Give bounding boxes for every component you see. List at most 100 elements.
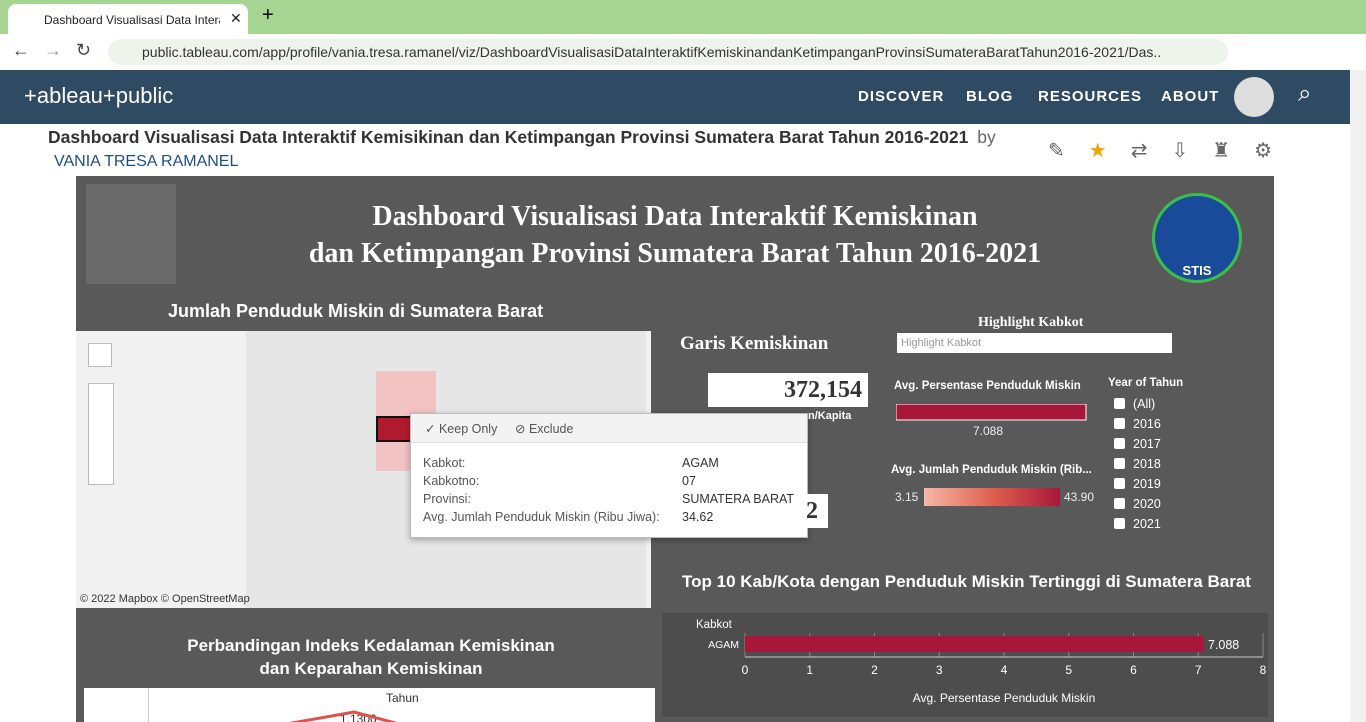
search[interactable]: ⌕ — [1298, 80, 1312, 107]
value-label: 7.088 — [1208, 638, 1239, 652]
year-option[interactable]: (All) — [1114, 397, 1155, 411]
x-tick-label: 0 — [742, 663, 749, 677]
dashboard-title: Dashboard Visualisasi Data Interaktif Ke… — [76, 198, 1274, 272]
checkbox — [1114, 438, 1125, 449]
year-option[interactable]: 2016 — [1114, 417, 1161, 431]
viz-title: Dashboard Visualisasi Data Interaktif Ke… — [48, 127, 996, 148]
x-tick-label: 3 — [936, 663, 943, 677]
back[interactable]: ← — [12, 40, 30, 60]
year-option[interactable]: 2018 — [1114, 457, 1161, 471]
poverty-line-value: 372,154 — [708, 373, 868, 407]
line — [289, 710, 398, 722]
x-tick-label: 7 — [1195, 663, 1202, 677]
bottom-chart-title: Perbandingan Indeks Kedalaman Kemiskinan… — [76, 634, 666, 680]
checkbox — [1114, 458, 1125, 469]
author-link[interactable]: VANIA TRESA RAMANEL — [54, 153, 239, 170]
year-option[interactable]: 2019 — [1114, 477, 1161, 491]
year-option[interactable]: 2017 — [1114, 437, 1161, 451]
new-tab[interactable]: + — [262, 4, 274, 26]
keep-only[interactable]: ✓ Keep Only — [425, 422, 498, 436]
avg-pct-bar — [896, 404, 1087, 421]
left-logo — [86, 184, 176, 284]
tab-title: Dashboard Visualisasi Data Intera — [44, 13, 220, 27]
logo[interactable]: +ableau+public — [24, 83, 174, 108]
nav-link[interactable]: DISCOVER — [858, 88, 945, 105]
field-label: Kabkotno: — [423, 474, 480, 488]
attribution: © 2022 Mapbox © OpenStreetMap — [80, 593, 250, 605]
bottom-title-line: dan Keparahan Kemiskinan — [259, 659, 483, 678]
field-value: 07 — [682, 474, 696, 488]
year-option[interactable]: 2020 — [1114, 497, 1161, 511]
x-tick-label: 8 — [1260, 663, 1267, 677]
dashboard: Dashboard Visualisasi Data Interaktif Ke… — [76, 176, 1274, 722]
tab-bar: Dashboard Visualisasi Data Intera ✕ + — [0, 0, 1366, 34]
stis-logo: STIS — [1152, 193, 1242, 283]
year-label: 2018 — [1133, 457, 1161, 471]
x-tick-label: 6 — [1130, 663, 1137, 677]
plot-bg — [662, 613, 1268, 717]
year-label: 2021 — [1133, 517, 1161, 531]
title-line: dan Ketimpangan Provinsi Sumatera Barat … — [308, 238, 1042, 269]
exclude-label: Exclude — [528, 422, 574, 436]
field-label: Kabkot: — [423, 456, 466, 470]
avg-pct-chart — [896, 404, 1087, 421]
tooltip: ✓ Keep Only ⊘ Exclude Kabkot: AGAM Kabkotn… — [410, 413, 808, 538]
legend-title: Avg. Jumlah Penduduk Miskin (Rib... — [891, 464, 1092, 476]
avatar[interactable] — [1234, 77, 1274, 117]
year-label: 2016 — [1133, 417, 1161, 431]
field-value: 34.62 — [682, 510, 714, 524]
scrollbar[interactable] — [1350, 70, 1366, 722]
highlight-input[interactable]: Highlight Kabkot — [897, 333, 1172, 353]
map-controls[interactable] — [88, 383, 114, 485]
map-title: Jumlah Penduduk Miskin di Sumatera Barat — [168, 301, 544, 321]
x-tick-label: 2 — [871, 663, 878, 677]
year-filter-title: Year of Tahun — [1108, 377, 1184, 389]
close-tab[interactable]: ✕ — [230, 10, 242, 26]
site-nav: +ableau+public DISCOVER BLOG RESOURCES ABOU… — [0, 70, 1350, 124]
hidden-value: 2 — [806, 494, 828, 528]
category-header: Kabkot — [696, 619, 733, 631]
line-fragment — [289, 710, 398, 722]
checkbox — [1114, 518, 1125, 529]
address-row: ← → ↻ public.tableau.com/app/profile/van… — [0, 34, 1366, 71]
year-label: (All) — [1133, 397, 1156, 411]
tab[interactable]: Dashboard Visualisasi Data Intera ✕ — [8, 4, 248, 34]
exclude[interactable]: ⊘ Exclude — [515, 422, 574, 436]
nav-link[interactable]: ABOUT — [1161, 88, 1220, 105]
forward[interactable]: → — [44, 40, 62, 60]
category-label: AGAM — [708, 639, 739, 651]
selected-region[interactable] — [376, 416, 412, 442]
reload[interactable]: ↻ — [76, 40, 92, 60]
title-line: Dashboard Visualisasi Data Interaktif Ke… — [372, 201, 978, 232]
year-label: 2020 — [1133, 497, 1161, 511]
year-label: 2017 — [1133, 437, 1161, 451]
x-tick-label: 1 — [806, 663, 813, 677]
year-option[interactable]: 2021 — [1114, 517, 1161, 531]
divider — [148, 688, 149, 722]
viz-toolbar[interactable]: ✎★⇄⇩♜⚙ — [1048, 140, 1297, 162]
column-header: Tahun — [386, 691, 419, 705]
bar — [745, 636, 1204, 652]
nav-link[interactable]: RESOURCES — [1038, 88, 1143, 105]
map-search[interactable] — [88, 343, 112, 367]
url-bar[interactable]: public.tableau.com/app/profile/vania.tre… — [108, 39, 1228, 65]
unit-partial: n/Kapita — [808, 410, 852, 422]
bar-chart-title: Top 10 Kab/Kota dengan Penduduk Miskin T… — [682, 572, 1251, 591]
field-value: AGAM — [682, 456, 719, 470]
field-label: Avg. Jumlah Penduduk Miskin (Ribu Jiwa): — [423, 510, 660, 524]
x-tick-label: 4 — [1001, 663, 1008, 677]
viz-title-text: Dashboard Visualisasi Data Interaktif Ke… — [48, 127, 969, 147]
url: public.tableau.com/app/profile/vania.tre… — [142, 44, 1162, 60]
legend-max: 43.90 — [1064, 490, 1095, 504]
checkbox — [1114, 478, 1125, 489]
checkbox — [1114, 398, 1125, 409]
nav-link[interactable]: BLOG — [966, 88, 1014, 105]
year-label: 2019 — [1133, 477, 1161, 491]
checkbox — [1114, 498, 1125, 509]
field-label: Provinsi: — [423, 492, 471, 506]
legend-min: 3.15 — [895, 490, 919, 504]
avg-pct-value: 7.088 — [973, 424, 1004, 438]
field-value: SUMATERA BARAT — [682, 492, 795, 506]
